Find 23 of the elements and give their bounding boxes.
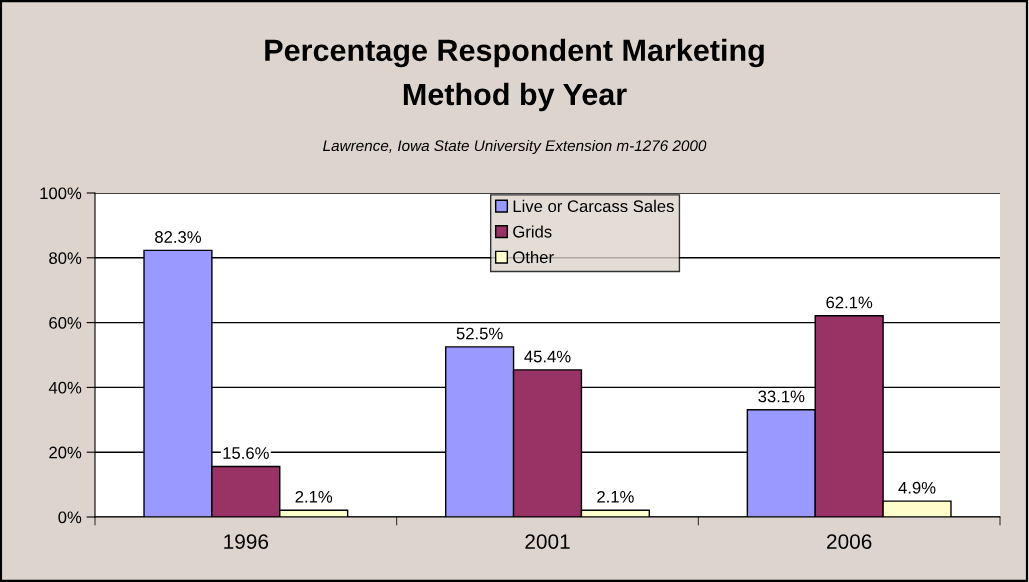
legend-label: Other <box>513 250 554 264</box>
legend-label: Live or Carcass Sales <box>513 199 674 213</box>
x-tick-label: 2001 <box>525 534 570 549</box>
data-label: 62.1% <box>826 296 873 309</box>
data-label: 45.4% <box>524 350 571 363</box>
y-tick-label: 0% <box>58 511 82 524</box>
chart-title: Percentage Respondent Marketing Method by Year <box>265 38 764 112</box>
x-tick-label: 1996 <box>224 534 269 549</box>
y-tick-label: 80% <box>49 252 82 264</box>
data-label: 15.6% <box>223 447 269 459</box>
data-label: 2.1% <box>295 490 333 503</box>
y-tick-label: 60% <box>49 317 82 329</box>
legend-label: Grids <box>513 225 552 238</box>
data-label: 82.3% <box>155 231 201 243</box>
chart-subtitle: Lawrence, Iowa State University Extension m-1276 2000 <box>323 139 707 155</box>
data-label: 2.1% <box>597 490 634 503</box>
y-tick-label: 100% <box>40 187 82 200</box>
data-label: 33.1% <box>758 390 805 403</box>
y-tick-label: 40% <box>48 381 82 394</box>
y-tick-label: 20% <box>49 446 82 459</box>
x-tick-label: 2006 <box>827 534 872 549</box>
data-label: 4.9% <box>898 481 936 494</box>
data-label: 52.5% <box>456 327 503 340</box>
